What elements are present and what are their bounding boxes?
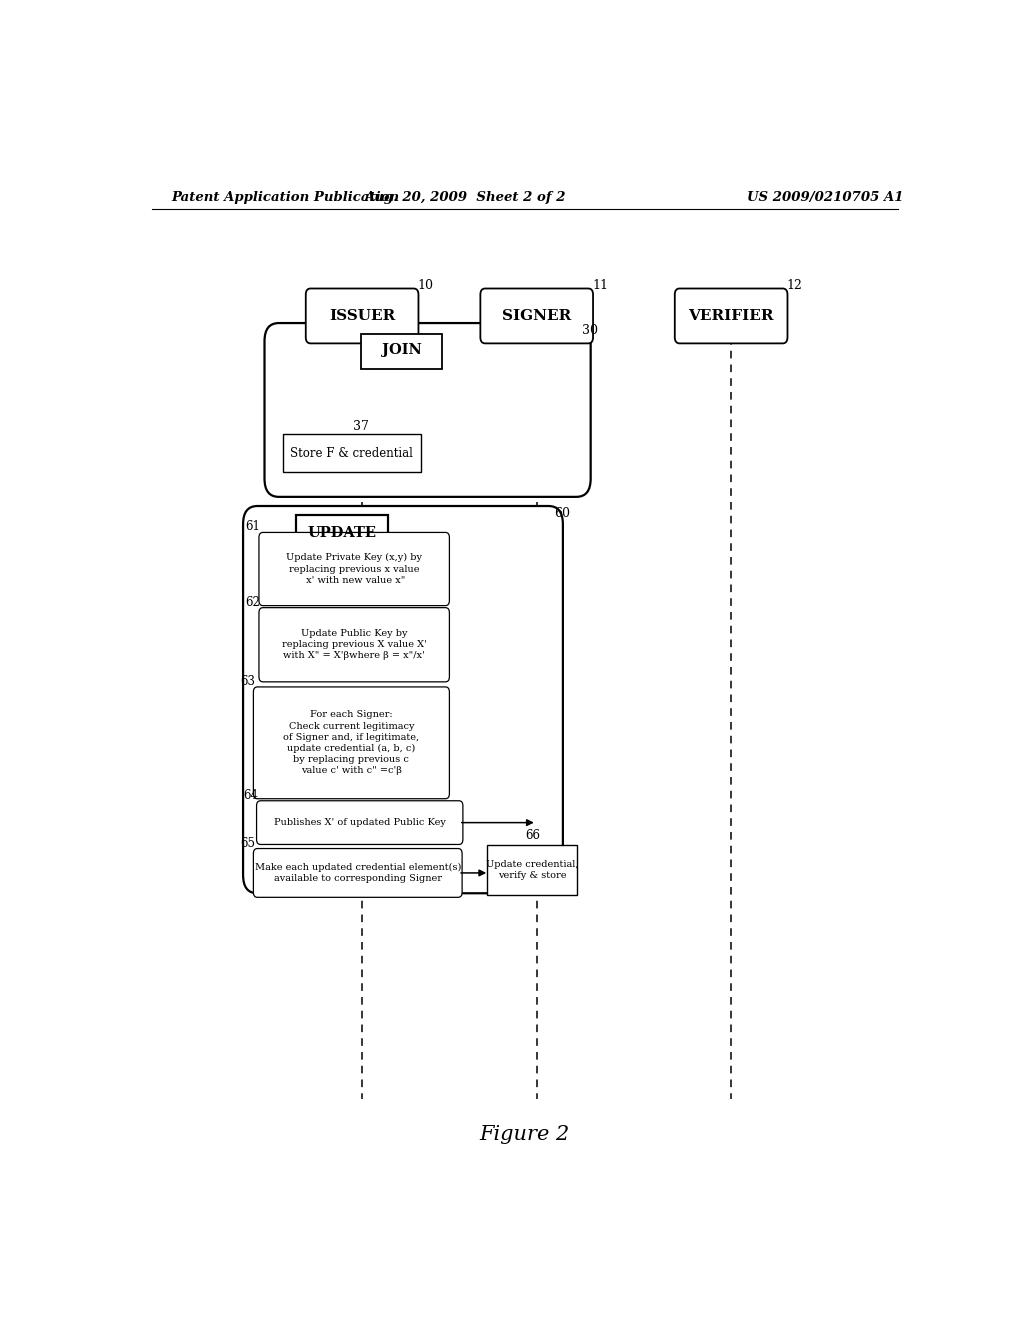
FancyBboxPatch shape: [257, 801, 463, 845]
Text: 37: 37: [352, 420, 369, 433]
Text: Update Public Key by
replacing previous X value X'
with X" = X'βwhere β = x"/x': Update Public Key by replacing previous …: [282, 630, 427, 660]
FancyBboxPatch shape: [259, 607, 450, 682]
FancyBboxPatch shape: [264, 323, 591, 496]
FancyBboxPatch shape: [283, 434, 421, 473]
Text: 64: 64: [243, 789, 258, 801]
Text: 30: 30: [582, 325, 598, 338]
Text: US 2009/0210705 A1: US 2009/0210705 A1: [748, 190, 903, 203]
Text: For each Signer:
Check current legitimacy
of Signer and, if legitimate,
update c: For each Signer: Check current legitimac…: [284, 710, 420, 775]
Text: Figure 2: Figure 2: [479, 1125, 570, 1143]
Text: UPDATE: UPDATE: [308, 527, 377, 540]
Text: 65: 65: [240, 837, 255, 850]
Text: 60: 60: [554, 507, 570, 520]
Text: 10: 10: [418, 279, 434, 292]
Text: Publishes X' of updated Public Key: Publishes X' of updated Public Key: [273, 818, 445, 828]
Text: 12: 12: [786, 279, 803, 292]
Text: Store F & credential: Store F & credential: [291, 446, 414, 459]
Text: 63: 63: [240, 675, 255, 688]
FancyBboxPatch shape: [480, 289, 593, 343]
FancyBboxPatch shape: [243, 506, 563, 894]
FancyBboxPatch shape: [253, 686, 450, 799]
FancyBboxPatch shape: [306, 289, 419, 343]
FancyBboxPatch shape: [253, 849, 462, 898]
Text: Update credential,
verify & store: Update credential, verify & store: [485, 861, 579, 880]
FancyBboxPatch shape: [486, 846, 578, 895]
Text: ISSUER: ISSUER: [329, 309, 395, 323]
Text: Patent Application Publication: Patent Application Publication: [172, 190, 399, 203]
FancyBboxPatch shape: [296, 515, 388, 552]
Text: 62: 62: [246, 595, 260, 609]
FancyBboxPatch shape: [361, 334, 442, 368]
Text: Make each updated credential element(s)
available to corresponding Signer: Make each updated credential element(s) …: [255, 863, 461, 883]
FancyBboxPatch shape: [675, 289, 787, 343]
FancyBboxPatch shape: [259, 532, 450, 606]
Text: Update Private Key (x,y) by
replacing previous x value
 x' with new value x": Update Private Key (x,y) by replacing pr…: [286, 553, 422, 585]
Text: 61: 61: [246, 520, 260, 533]
Text: JOIN: JOIN: [382, 343, 422, 358]
Text: VERIFIER: VERIFIER: [688, 309, 774, 323]
Text: 66: 66: [524, 829, 540, 842]
Text: SIGNER: SIGNER: [502, 309, 571, 323]
Text: 11: 11: [592, 279, 608, 292]
Text: Aug. 20, 2009  Sheet 2 of 2: Aug. 20, 2009 Sheet 2 of 2: [365, 190, 566, 203]
